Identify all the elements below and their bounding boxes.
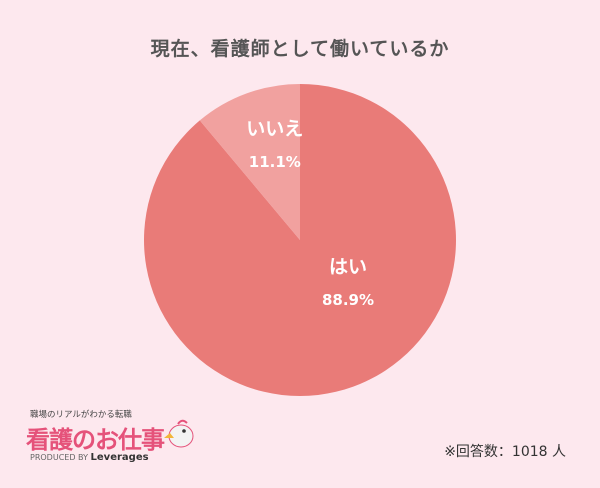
logo-name: 看護のお仕事 <box>26 426 165 454</box>
logo: 職場のリアルがわかる転職 看護のお仕事 PRODUCED BY Leverage… <box>26 408 196 468</box>
logo-produced-by: PRODUCED BY Leverages <box>30 452 149 463</box>
chart-title: 現在、看護師として働いているか <box>150 38 450 60</box>
response-count: ※回答数：1018 人 <box>444 444 566 460</box>
company-name: Leverages <box>90 452 149 463</box>
pie-slice-no <box>199 84 300 240</box>
slice-label-yes: はい <box>329 256 367 278</box>
slice-value-no: 11.1% <box>249 153 301 171</box>
produced-by-text: PRODUCED BY <box>30 453 88 462</box>
pelican-icon <box>164 419 194 448</box>
slice-label-no: いいえ <box>246 118 303 140</box>
slice-value-yes: 88.9% <box>322 291 374 309</box>
logo-tagline: 職場のリアルがわかる転職 <box>30 410 132 420</box>
